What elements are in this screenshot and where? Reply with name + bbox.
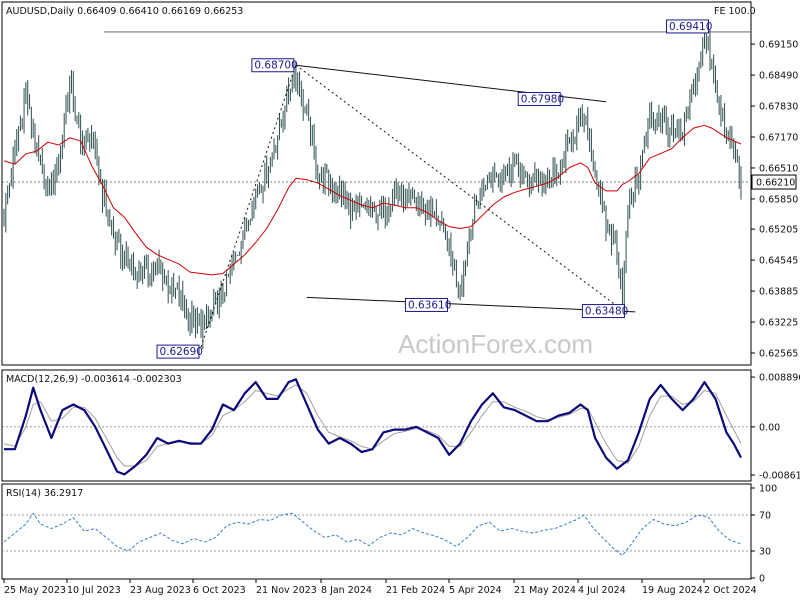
moving-average (3, 124, 742, 276)
price-annotation-label: 0.63610 (408, 299, 451, 311)
price-bars (3, 25, 742, 350)
watermark: ActionForex.com (398, 329, 593, 359)
price-tick-label: 0.67170 (759, 133, 798, 144)
current-price-label: 0.66210 (756, 178, 795, 189)
macd-lines (2, 378, 751, 476)
price-annotation-box (251, 58, 295, 73)
price-annotation-label: 0.63480 (585, 306, 628, 318)
x-tick-label: 25 May 2023 (4, 585, 66, 596)
macd-y-axis: 0.008896 0.00 -0.008612 (751, 373, 800, 482)
macd-header: MACD(12,26,9) -0.003614 -0.002303 (6, 374, 182, 385)
price-tick-label: 0.66510 (759, 163, 798, 174)
x-tick-label: 5 Apr 2024 (449, 585, 502, 596)
fe-label: FE 100.0 (714, 6, 756, 17)
price-annotation-box (517, 92, 561, 107)
x-tick-label: 10 Jul 2023 (67, 585, 121, 596)
symbol-header: AUDUSD,Daily 0.66409 0.66410 0.66169 0.6… (6, 6, 243, 17)
price-tick-label: 0.64545 (759, 256, 798, 267)
moving-average-line (3, 124, 742, 276)
macd-tick-label: -0.008612 (759, 471, 800, 482)
rsi-panel-frame (1, 483, 752, 580)
price-annotation-label: 0.62690 (160, 346, 203, 358)
price-reference-lines: 0.66210 (2, 31, 797, 190)
trendline (306, 296, 636, 313)
macd-main-line (4, 378, 742, 476)
x-tick-label: 2 Oct 2024 (704, 585, 757, 596)
price-tick-label: 0.65850 (759, 194, 798, 205)
macd-tick-label: 0.00 (759, 422, 780, 433)
rsi-header: RSI(14) 36.2917 (6, 488, 83, 499)
x-tick-label: 23 Aug 2023 (130, 585, 191, 596)
current-price-box (751, 174, 797, 190)
price-y-axis: 0.69150 0.68490 0.67830 0.67170 0.66510 0.658… (751, 40, 798, 359)
x-tick-label: 21 May 2024 (514, 585, 576, 596)
rsi-tick-label: 30 (759, 547, 771, 558)
x-tick-label: 21 Feb 2024 (386, 585, 445, 596)
price-annotation-box (581, 304, 625, 319)
price-annotation-label: 0.68700 (254, 60, 297, 72)
price-annotation-box (666, 19, 710, 34)
price-tick-label: 0.62565 (759, 348, 798, 359)
x-tick-label: 4 Jul 2024 (578, 585, 626, 596)
x-tick-label: 21 Nov 2023 (256, 585, 317, 596)
macd-tick-label: 0.008896 (759, 373, 800, 384)
rsi-tick-label: 100 (759, 484, 777, 495)
price-tick-label: 0.63885 (759, 287, 798, 298)
x-tick-label: 8 Jan 2024 (321, 585, 372, 596)
price-annotation-label: 0.67980 (521, 94, 564, 106)
dashed-trendline (295, 64, 623, 311)
price-tick-label: 0.69150 (759, 40, 798, 51)
price-tick-label: 0.68490 (759, 71, 798, 82)
rsi-tick-label: 0 (759, 574, 765, 585)
rsi-line-path (3, 512, 742, 556)
price-annotation-box (404, 297, 448, 312)
rsi-y-axis: 100 70 30 0 (751, 484, 777, 585)
price-annotation-label: 0.69410 (669, 21, 712, 33)
dashed-trendline (200, 65, 297, 348)
macd-panel-frame (1, 369, 752, 482)
rsi-tick-label: 70 (759, 511, 771, 522)
rsi-line (2, 512, 751, 556)
x-axis: 25 May 2023 10 Jul 2023 23 Aug 2023 6 Oct 2… (3, 579, 757, 596)
price-tick-label: 0.67830 (759, 102, 798, 113)
x-tick-label: 19 Aug 2024 (642, 585, 703, 596)
price-panel-frame (1, 1, 752, 366)
price-tick-label: 0.63225 (759, 318, 798, 329)
price-annotation-box (156, 344, 200, 359)
x-tick-label: 6 Oct 2023 (193, 585, 246, 596)
price-annotations: 0.62690 0.68700 0.67980 0.63610 0.63480 0.694… (156, 19, 712, 359)
price-tick-label: 0.65205 (759, 225, 798, 236)
